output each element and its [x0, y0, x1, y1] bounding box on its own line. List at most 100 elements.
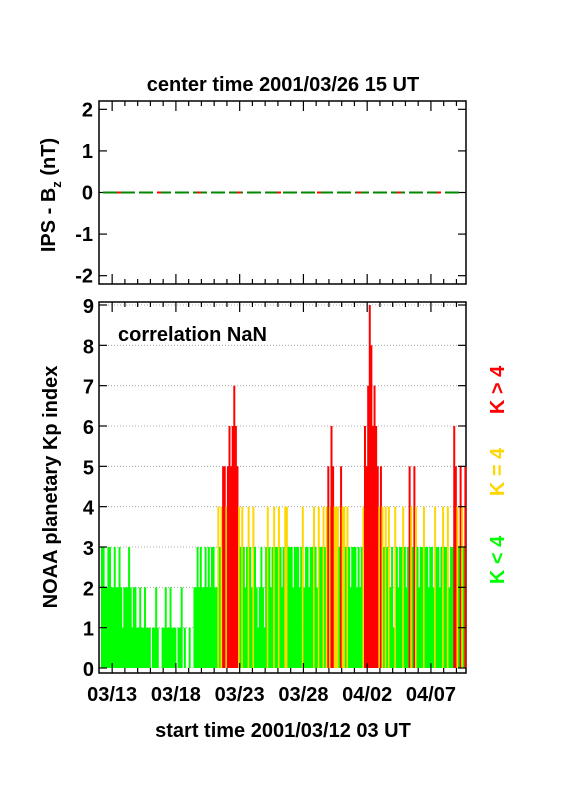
kp-bar	[207, 547, 210, 668]
kp-bar	[255, 587, 258, 668]
kp-bar	[399, 547, 402, 668]
kp-bar	[147, 627, 150, 668]
kp-bar	[129, 587, 132, 668]
kp-bar	[344, 547, 347, 668]
legend-item: K < 4	[487, 535, 509, 584]
kp-bar	[348, 547, 351, 668]
kp-bar	[338, 547, 341, 668]
kp-bar	[462, 547, 465, 668]
kp-bar	[188, 627, 191, 668]
kp-bar	[199, 547, 202, 668]
kp-bar	[144, 587, 147, 668]
kp-bar	[314, 547, 317, 668]
kp-bar	[220, 506, 223, 668]
kp-bar	[265, 547, 268, 668]
kp-bar	[389, 587, 392, 668]
kp-bar	[402, 506, 405, 668]
kp-bar	[343, 506, 346, 668]
kp-bar	[201, 587, 204, 668]
kp-bar	[230, 466, 233, 668]
kp-bar	[121, 627, 124, 668]
kp-bar	[203, 587, 205, 668]
x-tick-label: 03/23	[215, 684, 265, 706]
kp-bar	[450, 547, 453, 668]
kp-bar	[421, 547, 424, 668]
kp-bar	[169, 587, 172, 668]
kp-bar	[419, 547, 422, 668]
kp-bar	[324, 547, 327, 668]
kp-bar	[112, 587, 115, 668]
kp-bar	[268, 547, 271, 668]
kp-bar	[300, 547, 303, 668]
kp-bar	[434, 506, 437, 668]
kp-bar	[136, 627, 139, 668]
bottom-y-tick-label: 2	[83, 578, 94, 600]
kp-bar	[458, 547, 461, 668]
kp-bar	[287, 547, 290, 668]
kp-bar	[305, 547, 308, 668]
kp-bar	[381, 506, 384, 668]
kp-bar	[277, 506, 280, 668]
kp-bar	[435, 547, 438, 668]
kp-bar	[373, 385, 376, 668]
kp-bar	[308, 587, 311, 668]
kp-bar	[311, 547, 314, 668]
kp-bar	[145, 627, 148, 668]
kp-bar	[356, 587, 359, 668]
kp-bar	[440, 547, 443, 668]
kp-bar	[284, 506, 287, 668]
kp-bar	[403, 547, 406, 668]
kp-bar	[438, 587, 441, 668]
kp-bar	[249, 547, 252, 668]
kp-bar	[371, 426, 374, 668]
kp-bar	[320, 547, 323, 668]
kp-bar	[359, 587, 362, 668]
kp-bar	[257, 627, 260, 668]
kp-bar	[413, 466, 416, 668]
kp-bar	[411, 547, 414, 668]
kp-bar	[298, 587, 301, 668]
kp-bar	[285, 506, 288, 668]
top-y-tick-label: -2	[75, 266, 93, 288]
kp-bar	[126, 587, 129, 668]
bottom-y-tick-label: 3	[83, 538, 94, 560]
kp-bar	[295, 547, 298, 668]
kp-bar	[274, 547, 277, 668]
bottom-y-tick-label: 9	[83, 296, 94, 318]
kp-bar	[152, 627, 154, 668]
kp-bar	[273, 506, 276, 668]
kp-bar	[250, 587, 253, 668]
kp-bar	[148, 627, 151, 668]
kp-bar	[115, 587, 118, 668]
kp-bar	[415, 506, 417, 668]
kp-bar	[363, 426, 366, 668]
kp-bar	[445, 547, 448, 668]
kp-bar	[120, 587, 123, 668]
kp-bar	[379, 466, 382, 668]
kp-bar	[303, 587, 306, 668]
kp-bar	[177, 627, 180, 668]
legend-item: K > 4	[487, 365, 509, 414]
kp-bar	[456, 506, 459, 668]
kp-bar	[446, 506, 449, 668]
kp-bar	[258, 587, 261, 668]
kp-bar	[244, 587, 247, 668]
kp-bar	[124, 587, 127, 668]
kp-bar	[292, 587, 295, 668]
kp-bar	[107, 547, 110, 668]
bottom-plot-ticks: 0 1 2 3 4 5 6 7 8 9 03/13 03/18 03/23 03/28 04/02 04/07	[83, 296, 466, 706]
kp-bar	[247, 506, 250, 668]
kp-bar	[335, 506, 338, 668]
top-y-axis-label: IPS - Bz (nT)	[38, 138, 64, 252]
kp-bar	[319, 547, 322, 668]
x-tick-label: 03/18	[151, 684, 201, 706]
kp-bar	[376, 466, 379, 668]
kp-bar	[341, 506, 344, 668]
kp-bar	[306, 547, 309, 668]
kp-bar	[123, 587, 126, 668]
x-tick-label: 04/07	[406, 684, 456, 706]
kp-bar	[212, 547, 215, 668]
kp-bar	[218, 547, 221, 668]
x-tick-label: 03/28	[278, 684, 328, 706]
